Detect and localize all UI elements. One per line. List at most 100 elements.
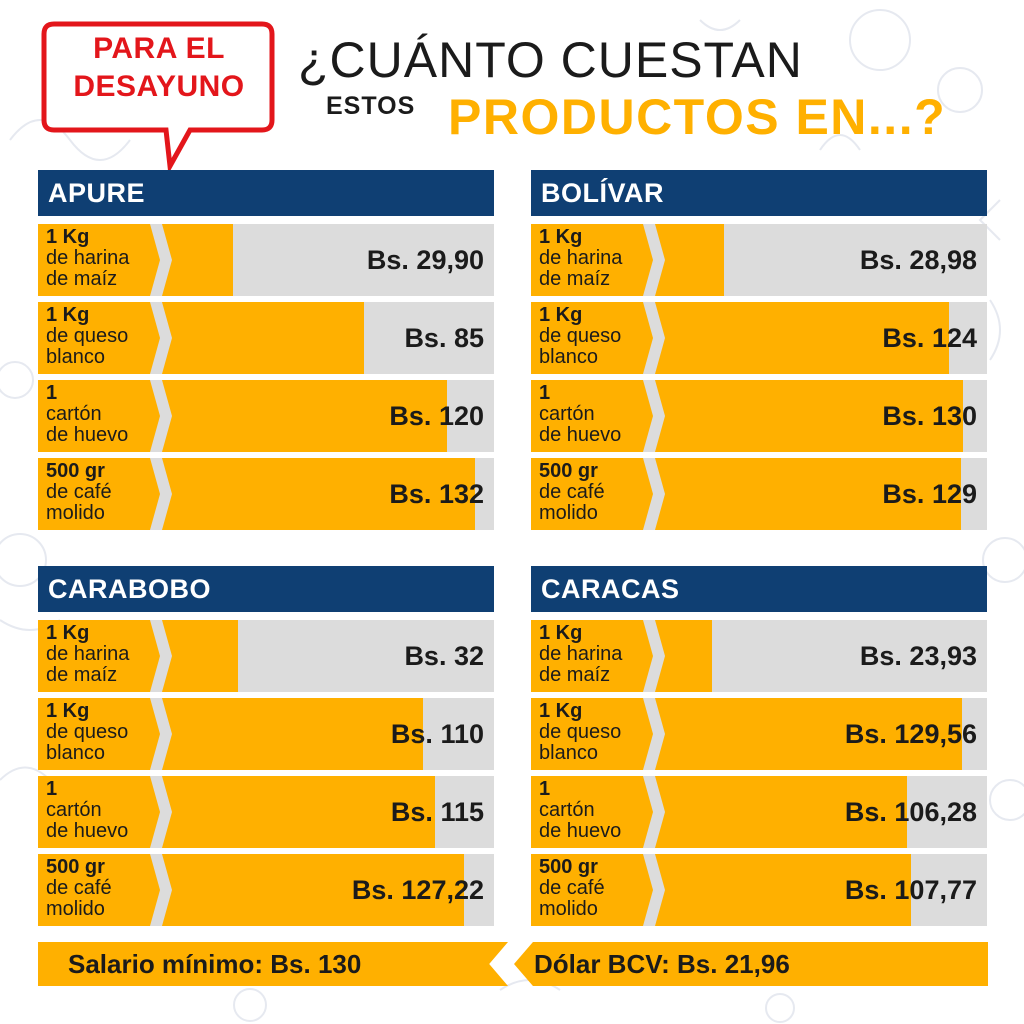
price-bar [162, 854, 464, 926]
price-bar [162, 302, 364, 374]
product-qty: 1 Kg [539, 700, 583, 722]
price-value: Bs. 107,77 [844, 875, 977, 905]
price-value: Bs. 23,93 [859, 641, 977, 671]
price-bar [655, 302, 949, 374]
product-desc2: de huevo [539, 424, 622, 446]
minimum-wage-banner: Salario mínimo: Bs. 130 [38, 942, 508, 986]
price-value: Bs. 115 [390, 797, 484, 827]
table-row: 1 cartón de huevo Bs. 106,28 [531, 776, 987, 848]
region-panel-bolivar: BOLÍVAR 1 Kg de harina de maíz Bs. 28,98 1 K… [531, 170, 987, 536]
price-value: Bs. 129,56 [844, 719, 977, 749]
table-row: 1 cartón de huevo Bs. 115 [38, 776, 494, 848]
badge-text: PARA EL DESAYUNO [42, 30, 276, 106]
price-bar [162, 380, 447, 452]
region-title: CARABOBO [38, 566, 494, 612]
product-desc1: de café [539, 481, 605, 503]
table-row: 500 gr de café molido Bs. 129 [531, 458, 987, 530]
region-title: BOLÍVAR [531, 170, 987, 216]
price-bar [655, 776, 907, 848]
price-value: Bs. 29,90 [366, 245, 484, 275]
product-desc2: blanco [46, 742, 105, 764]
price-bar [655, 380, 963, 452]
product-qty: 1 Kg [46, 700, 90, 722]
product-desc1: cartón [539, 799, 595, 821]
product-qty: 500 gr [46, 856, 105, 878]
product-qty: 1 [539, 778, 551, 800]
price-value: Bs. 124 [882, 323, 977, 353]
product-label: 500 gr de café molido [531, 458, 653, 530]
region-panel-caracas: CARACAS 1 Kg de harina de maíz Bs. 23,93 1 K… [531, 566, 987, 932]
product-qty: 500 gr [539, 856, 598, 878]
product-desc1: de café [539, 877, 605, 899]
product-desc2: de huevo [539, 820, 622, 842]
product-label: 1 cartón de huevo [38, 380, 160, 452]
title-question: ¿CUÁNTO CUESTAN [298, 32, 803, 88]
title-products: PRODUCTOS EN...? [448, 89, 947, 145]
product-label: 1 Kg de harina de maíz [531, 224, 653, 296]
product-qty: 1 [46, 382, 58, 404]
product-desc1: de café [46, 877, 112, 899]
product-label: 1 Kg de queso blanco [531, 302, 653, 374]
table-row: 1 Kg de queso blanco Bs. 124 [531, 302, 987, 374]
price-rows: 1 Kg de harina de maíz Bs. 28,98 1 Kg de ques… [531, 224, 987, 530]
price-bar [162, 224, 233, 296]
table-row: 1 Kg de queso blanco Bs. 85 [38, 302, 494, 374]
product-desc2: de maíz [46, 664, 118, 686]
product-desc1: de harina [539, 247, 623, 269]
product-desc1: cartón [46, 799, 102, 821]
product-label: 1 cartón de huevo [531, 380, 653, 452]
table-row: 1 Kg de harina de maíz Bs. 28,98 [531, 224, 987, 296]
price-value: Bs. 106,28 [844, 797, 977, 827]
price-value: Bs. 32 [404, 641, 484, 671]
price-value: Bs. 120 [389, 401, 484, 431]
product-desc2: de maíz [539, 268, 611, 290]
price-value: Bs. 110 [390, 719, 484, 749]
product-label: 1 Kg de harina de maíz [38, 620, 160, 692]
price-value: Bs. 127,22 [351, 875, 484, 905]
price-value: Bs. 129 [882, 479, 977, 509]
product-desc2: de maíz [46, 268, 118, 290]
price-bar [655, 854, 911, 926]
region-panel-apure: APURE 1 Kg de harina de maíz Bs. 29,90 1 Kg d… [38, 170, 494, 536]
product-desc1: de harina [539, 643, 623, 665]
product-qty: 1 Kg [539, 226, 583, 248]
product-qty: 500 gr [46, 460, 105, 482]
product-label: 500 gr de café molido [38, 458, 160, 530]
price-rows: 1 Kg de harina de maíz Bs. 23,93 1 Kg de ques… [531, 620, 987, 926]
product-desc1: de queso [539, 325, 622, 347]
product-label: 1 Kg de harina de maíz [38, 224, 160, 296]
product-label: 1 Kg de queso blanco [38, 302, 160, 374]
product-label: 1 cartón de huevo [38, 776, 160, 848]
product-desc2: molido [46, 898, 105, 920]
product-label: 500 gr de café molido [531, 854, 653, 926]
price-bar [655, 458, 961, 530]
table-row: 1 cartón de huevo Bs. 120 [38, 380, 494, 452]
badge-line-2: DESAYUNO [73, 70, 245, 103]
dollar-rate-banner: Dólar BCV: Bs. 21,96 [514, 942, 988, 986]
product-desc2: blanco [46, 346, 105, 368]
product-label: 1 cartón de huevo [531, 776, 653, 848]
product-label: 1 Kg de harina de maíz [531, 620, 653, 692]
table-row: 500 gr de café molido Bs. 107,77 [531, 854, 987, 926]
table-row: 1 Kg de harina de maíz Bs. 23,93 [531, 620, 987, 692]
product-desc1: de queso [46, 721, 129, 743]
product-desc2: molido [539, 502, 598, 524]
product-desc1: de queso [539, 721, 622, 743]
price-bar [162, 620, 238, 692]
product-desc1: de queso [46, 325, 129, 347]
price-rows: 1 Kg de harina de maíz Bs. 29,90 1 Kg de ques… [38, 224, 494, 530]
table-row: 1 cartón de huevo Bs. 130 [531, 380, 987, 452]
product-desc2: blanco [539, 742, 598, 764]
price-value: Bs. 132 [389, 479, 484, 509]
product-desc1: cartón [539, 403, 595, 425]
price-value: Bs. 85 [404, 323, 484, 353]
product-qty: 1 [46, 778, 58, 800]
price-bar [655, 224, 724, 296]
table-row: 1 Kg de harina de maíz Bs. 32 [38, 620, 494, 692]
table-row: 500 gr de café molido Bs. 127,22 [38, 854, 494, 926]
price-bar [162, 698, 423, 770]
product-desc2: blanco [539, 346, 598, 368]
product-qty: 1 Kg [46, 226, 90, 248]
price-value: Bs. 130 [882, 401, 977, 431]
